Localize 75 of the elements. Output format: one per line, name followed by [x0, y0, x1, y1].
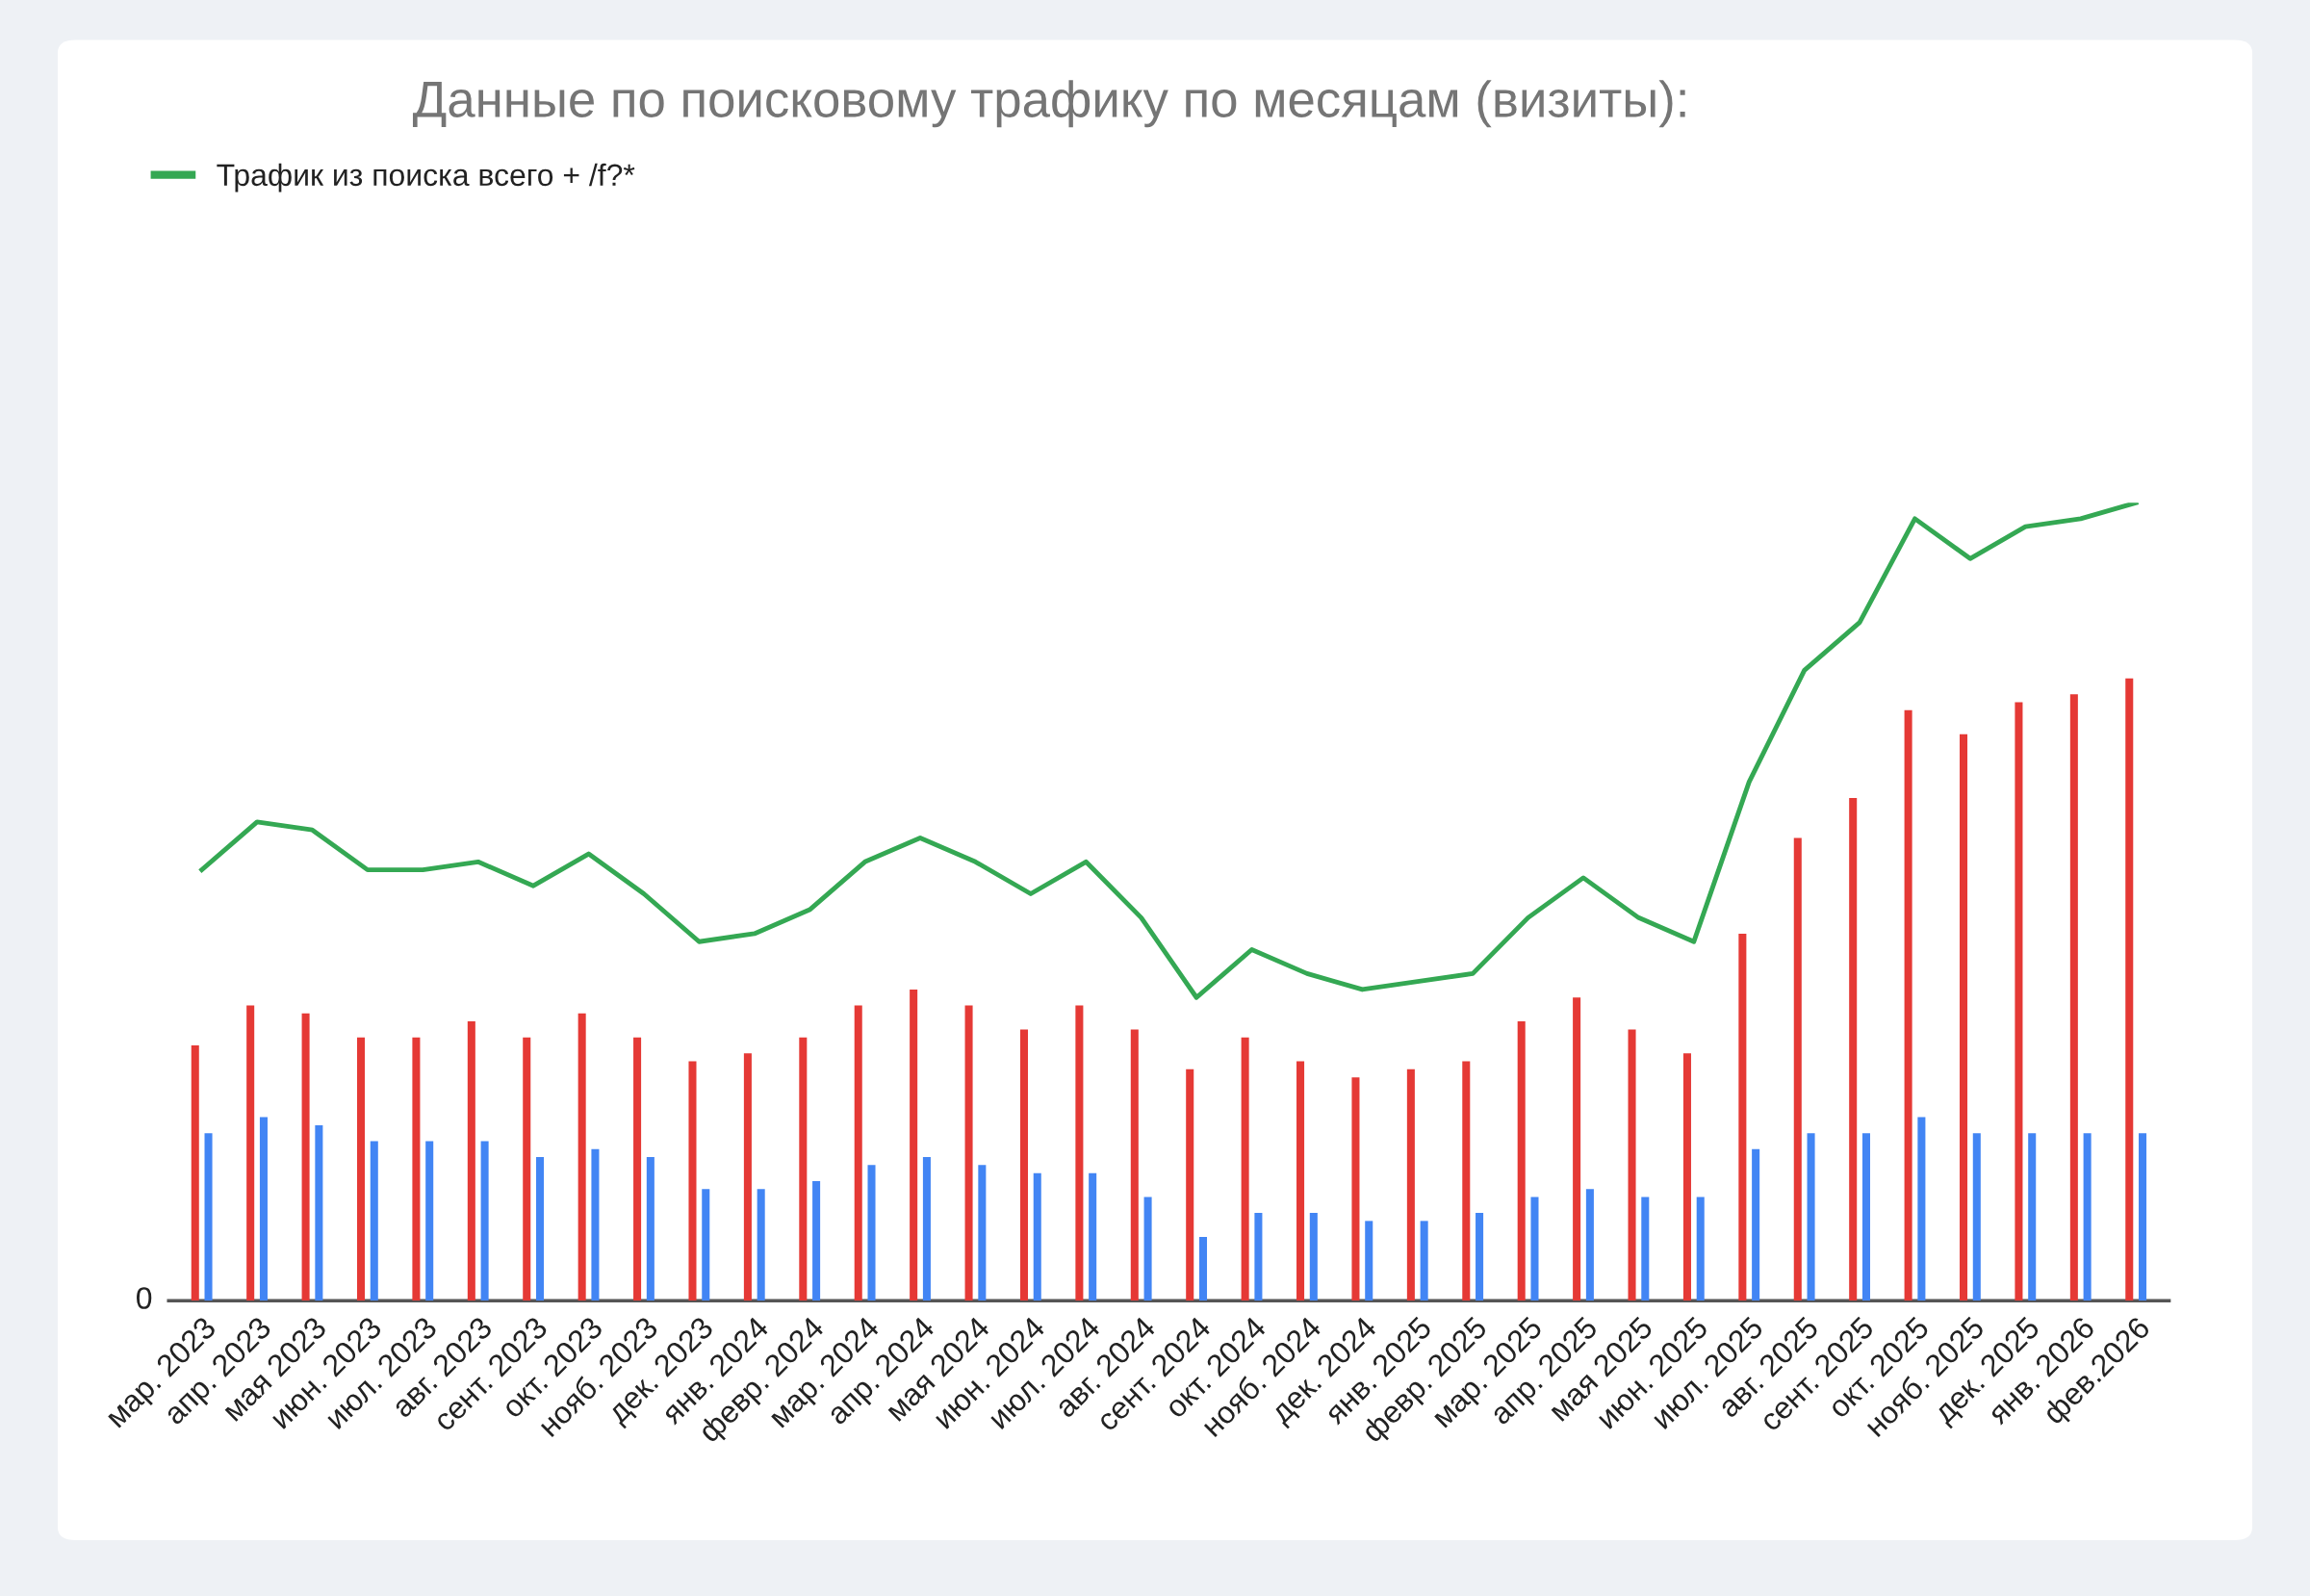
bar	[2015, 702, 2023, 1301]
bar	[591, 1148, 600, 1301]
bar	[1682, 1053, 1691, 1301]
bar	[1738, 933, 1747, 1301]
bar	[191, 1044, 199, 1301]
bar	[370, 1141, 378, 1301]
bar	[1075, 1005, 1084, 1301]
bar	[910, 989, 918, 1301]
bar	[1793, 837, 1802, 1301]
bar	[1406, 1068, 1415, 1301]
bar	[578, 1013, 586, 1301]
bar	[812, 1180, 821, 1301]
bar	[1309, 1213, 1318, 1301]
bar	[1628, 1029, 1636, 1301]
bar	[1530, 1197, 1539, 1301]
bar	[536, 1157, 545, 1301]
bar	[1641, 1197, 1650, 1301]
bar	[1752, 1148, 1760, 1301]
bar	[633, 1037, 642, 1301]
bar	[315, 1124, 323, 1301]
bar	[1254, 1213, 1263, 1301]
bar	[1143, 1197, 1152, 1301]
bar	[1351, 1077, 1360, 1301]
bar	[2028, 1133, 2037, 1301]
bar	[867, 1165, 876, 1301]
bar	[1462, 1061, 1471, 1301]
bar	[1849, 798, 1858, 1301]
bar	[1917, 1117, 1926, 1301]
bar	[854, 1005, 862, 1301]
bar	[1960, 734, 1968, 1301]
bar	[1130, 1029, 1139, 1301]
bar	[1019, 1029, 1028, 1301]
bar	[1972, 1133, 1981, 1301]
bar	[204, 1133, 213, 1301]
text: 0	[137, 1287, 152, 1309]
bar	[1573, 997, 1581, 1301]
bar	[259, 1117, 268, 1301]
bar	[1861, 1133, 1870, 1301]
bar	[1089, 1172, 1097, 1301]
bar	[1904, 709, 1912, 1301]
bar	[1696, 1197, 1705, 1301]
bar	[301, 1013, 310, 1301]
bar	[480, 1141, 489, 1301]
bar	[646, 1157, 654, 1301]
bar	[523, 1037, 531, 1301]
bar	[1476, 1213, 1484, 1301]
bar	[757, 1189, 765, 1301]
bar	[1807, 1133, 1815, 1301]
bar	[1186, 1068, 1194, 1301]
bar	[743, 1053, 752, 1301]
bar	[2069, 694, 2078, 1301]
bar	[688, 1061, 697, 1301]
bar	[702, 1189, 710, 1301]
bar	[246, 1005, 255, 1301]
bar	[978, 1165, 987, 1301]
bar	[467, 1021, 475, 1301]
bar	[1296, 1061, 1305, 1301]
bar	[2139, 1133, 2147, 1301]
bar	[2083, 1133, 2092, 1301]
bar	[356, 1037, 366, 1301]
bar	[1198, 1236, 1208, 1301]
bar	[412, 1037, 421, 1301]
legend-label: Трафик из поиска всего + /f?*	[217, 163, 635, 193]
bar	[922, 1157, 931, 1301]
bar	[799, 1037, 808, 1301]
bar	[1517, 1021, 1526, 1301]
bar	[1033, 1172, 1041, 1301]
bar	[964, 1005, 973, 1301]
bar	[1365, 1221, 1373, 1301]
bar	[425, 1141, 434, 1301]
bar	[2125, 678, 2134, 1301]
bar	[1241, 1037, 1249, 1301]
bar	[1420, 1221, 1428, 1301]
bar	[1585, 1189, 1594, 1301]
chart-title: Данные по поисковому трафику по месяцам (визиты):	[412, 80, 1685, 128]
